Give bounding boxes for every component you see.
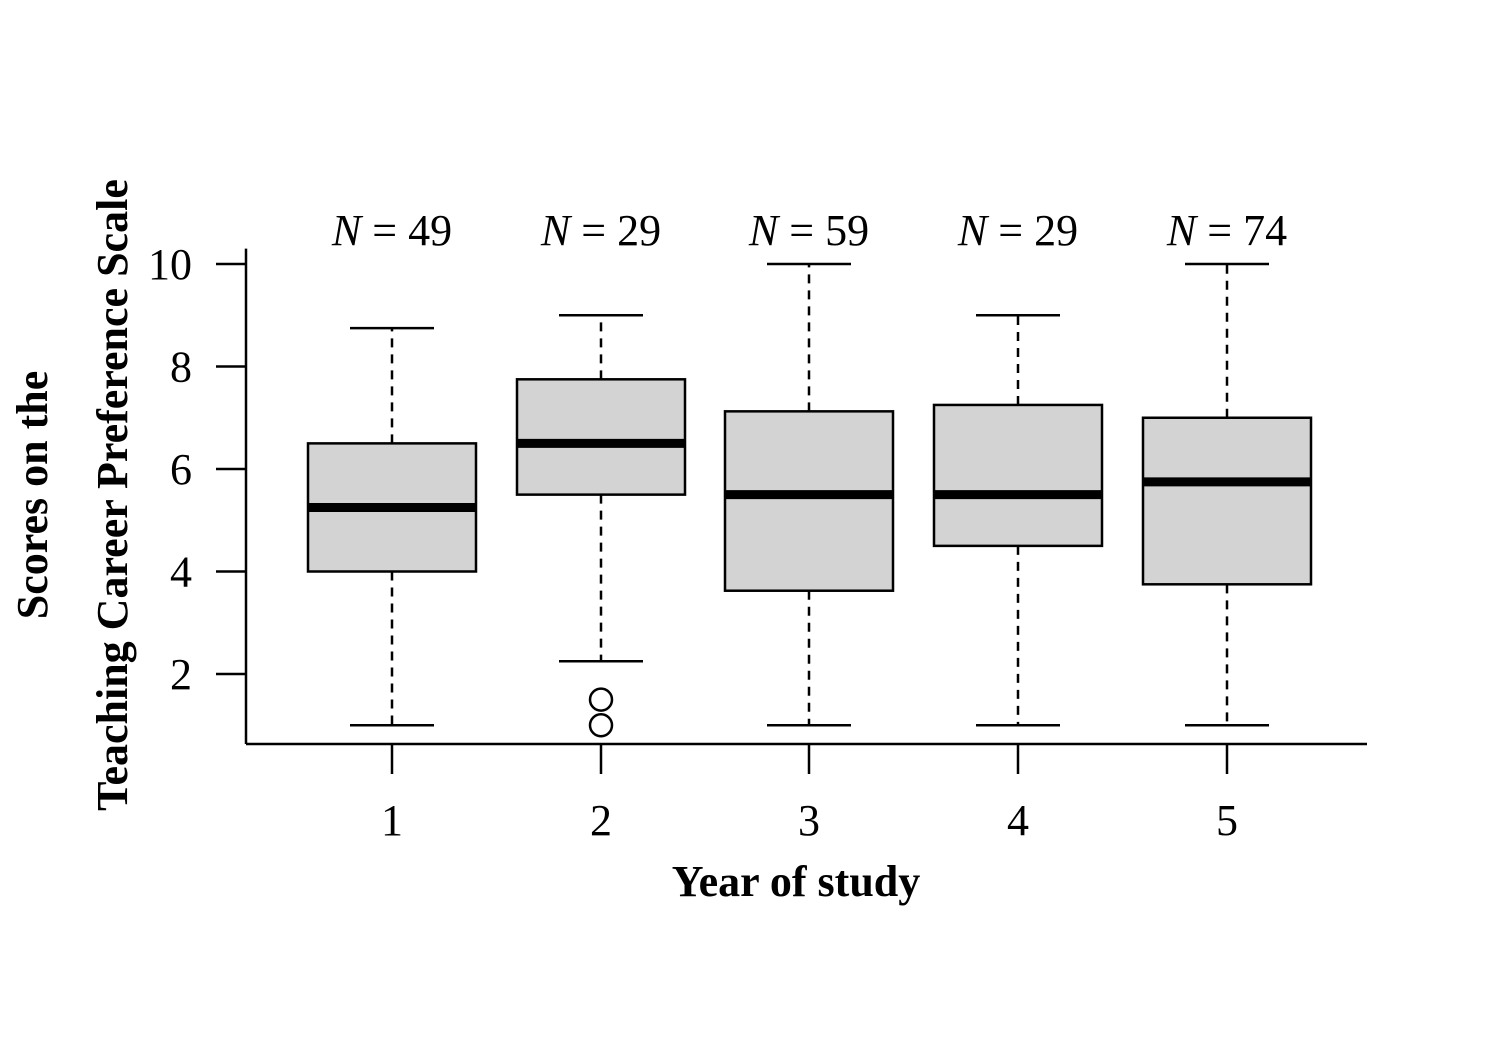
y-axis-title-line-1: Scores on the xyxy=(8,371,57,620)
n-label-4: N = 29 xyxy=(957,206,1078,255)
n-label-2: N = 29 xyxy=(540,206,661,255)
outlier-point-1 xyxy=(588,713,614,738)
y-tick-label-2: 2 xyxy=(170,650,192,699)
iqr-box xyxy=(932,403,1104,548)
x-tick-label-2: 2 xyxy=(590,796,612,845)
box-group-year-2 xyxy=(515,314,687,738)
n-label-1: N = 49 xyxy=(331,206,452,255)
box-group-year-1 xyxy=(306,326,478,727)
iqr-box xyxy=(723,410,895,592)
box-group-year-3 xyxy=(723,262,895,727)
x-tick-label-3: 3 xyxy=(798,796,820,845)
y-tick-label-8: 8 xyxy=(170,343,192,392)
n-label-3: N = 59 xyxy=(748,206,869,255)
box-group-year-4 xyxy=(932,314,1104,727)
iqr-box xyxy=(1141,416,1313,586)
x-axis-title: Year of study xyxy=(672,857,921,906)
box-group-year-5 xyxy=(1141,262,1313,727)
y-axis-title-line-2: Teaching Career Preference Scale xyxy=(88,179,137,811)
x-tick-label-4: 4 xyxy=(1007,796,1029,845)
y-tick-label-4: 4 xyxy=(170,548,192,597)
y-tick-label-10: 10 xyxy=(148,240,192,289)
y-tick-label-6: 6 xyxy=(170,445,192,494)
n-label-5: N = 74 xyxy=(1166,206,1287,255)
x-tick-label-5: 5 xyxy=(1216,796,1238,845)
iqr-box xyxy=(515,378,687,496)
x-tick-label-1: 1 xyxy=(381,796,403,845)
outlier-point-2 xyxy=(588,687,614,712)
